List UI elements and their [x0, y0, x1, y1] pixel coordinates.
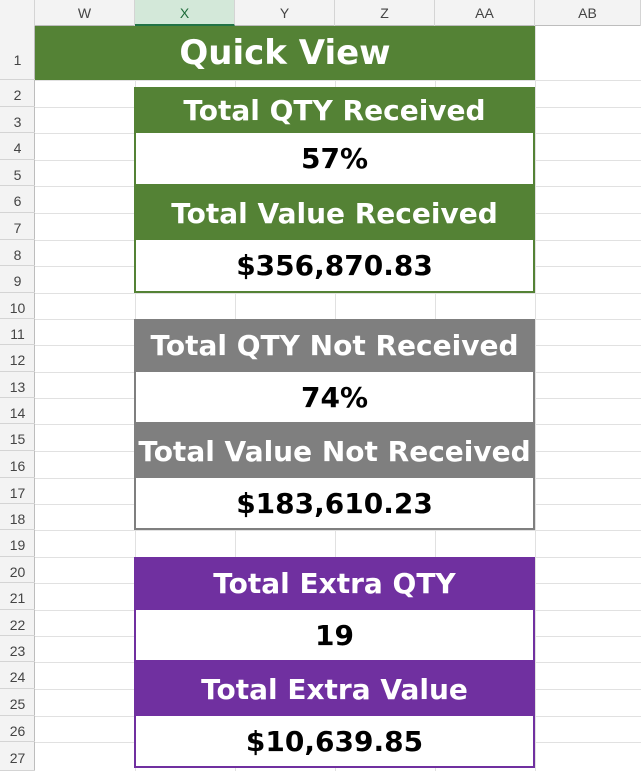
row-header-4[interactable]: 4: [0, 133, 35, 160]
row-gridline: [35, 293, 641, 294]
row-header-5[interactable]: 5: [0, 160, 35, 186]
row-gridline: [35, 530, 641, 531]
row-header-12[interactable]: 12: [0, 345, 35, 372]
column-header-ab[interactable]: AB: [535, 0, 641, 26]
row-header-8[interactable]: 8: [0, 240, 35, 266]
row-header-19[interactable]: 19: [0, 530, 35, 557]
total-value-not-received-value[interactable]: $183,610.23: [134, 478, 535, 530]
total-qty-not-received-label: Total QTY Not Received: [134, 319, 535, 372]
column-header-w[interactable]: W: [35, 0, 135, 26]
row-header-16[interactable]: 16: [0, 451, 35, 478]
row-header-bar: [0, 26, 35, 771]
select-all-corner[interactable]: [0, 0, 35, 26]
row-header-15[interactable]: 15: [0, 424, 35, 451]
row-header-26[interactable]: 26: [0, 716, 35, 742]
total-value-received-value[interactable]: $356,870.83: [134, 240, 535, 293]
row-header-20[interactable]: 20: [0, 557, 35, 583]
total-value-not-received-label: Total Value Not Received: [134, 424, 535, 478]
row-header-1[interactable]: 1: [0, 26, 35, 80]
row-header-2[interactable]: 2: [0, 80, 35, 107]
total-qty-received-label: Total QTY Received: [134, 87, 535, 133]
total-qty-received-value[interactable]: 57%: [134, 133, 535, 186]
row-header-10[interactable]: 10: [0, 293, 35, 319]
row-header-14[interactable]: 14: [0, 398, 35, 424]
row-header-25[interactable]: 25: [0, 689, 35, 716]
row-header-13[interactable]: 13: [0, 372, 35, 398]
column-header-z[interactable]: Z: [335, 0, 435, 26]
quick-view-title: Quick View: [35, 26, 535, 80]
total-extra-qty-value[interactable]: 19: [134, 610, 535, 662]
row-header-23[interactable]: 23: [0, 636, 35, 662]
row-header-18[interactable]: 18: [0, 504, 35, 530]
column-header-y[interactable]: Y: [235, 0, 335, 26]
row-header-27[interactable]: 27: [0, 742, 35, 771]
total-qty-not-received-value[interactable]: 74%: [134, 372, 535, 424]
row-header-6[interactable]: 6: [0, 186, 35, 213]
row-header-3[interactable]: 3: [0, 107, 35, 133]
column-header-aa[interactable]: AA: [435, 0, 535, 26]
row-header-11[interactable]: 11: [0, 319, 35, 345]
row-header-17[interactable]: 17: [0, 478, 35, 504]
total-extra-qty-label: Total Extra QTY: [134, 557, 535, 610]
row-header-21[interactable]: 21: [0, 583, 35, 610]
total-extra-value-label: Total Extra Value: [134, 662, 535, 716]
row-header-22[interactable]: 22: [0, 610, 35, 636]
column-header-x[interactable]: X: [135, 0, 235, 26]
total-extra-value-value[interactable]: $10,639.85: [134, 716, 535, 768]
row-gridline: [35, 80, 641, 81]
total-value-received-label: Total Value Received: [134, 186, 535, 240]
row-header-9[interactable]: 9: [0, 266, 35, 293]
row-header-24[interactable]: 24: [0, 662, 35, 689]
column-gridline: [535, 26, 536, 771]
row-header-7[interactable]: 7: [0, 213, 35, 240]
